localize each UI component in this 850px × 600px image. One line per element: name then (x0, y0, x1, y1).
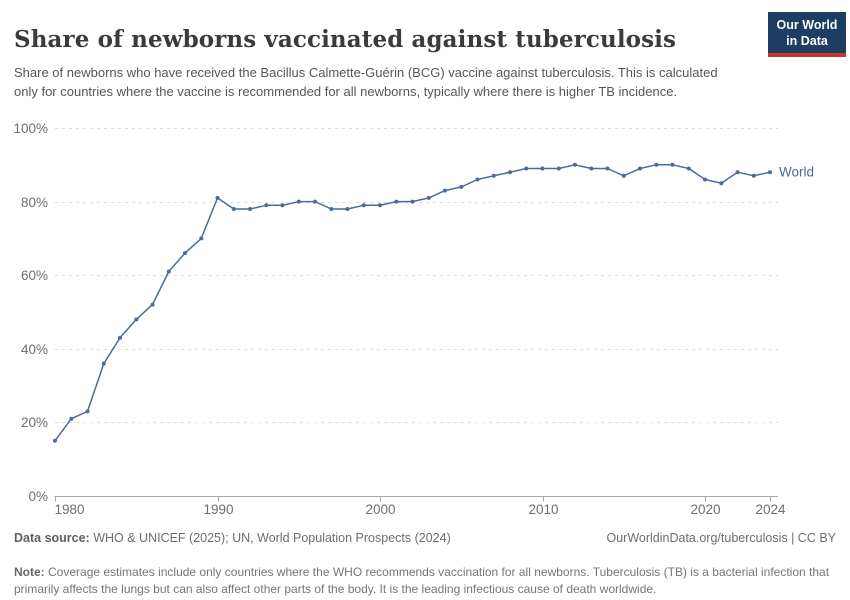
footer-source-row: Data source: WHO & UNICEF (2025); UN, Wo… (14, 531, 836, 545)
data-point-1997[interactable] (329, 207, 334, 211)
data-point-2015[interactable] (621, 173, 626, 178)
data-point-1994[interactable] (280, 203, 285, 208)
data-point-1983[interactable] (101, 361, 106, 366)
y-tick-label-0: 0% (28, 489, 48, 504)
note-label: Note: (14, 565, 45, 579)
data-point-2007[interactable] (491, 173, 496, 178)
data-point-2010[interactable] (540, 166, 545, 171)
page-title: Share of newborns vaccinated against tub… (14, 26, 677, 54)
data-point-2018[interactable] (670, 162, 675, 167)
data-point-2012[interactable] (573, 162, 577, 167)
data-point-2005[interactable] (459, 184, 464, 189)
data-point-1992[interactable] (248, 207, 252, 211)
footer-link[interactable]: OurWorldinData.org/tuberculosis | CC BY (606, 531, 837, 545)
footer-note: Note: Coverage estimates include only co… (14, 564, 838, 598)
data-point-1996[interactable] (313, 199, 317, 204)
data-point-2011[interactable] (556, 166, 561, 171)
data-point-2013[interactable] (589, 166, 594, 171)
data-point-2003[interactable] (426, 195, 431, 200)
x-tick-label-2020: 2020 (690, 502, 720, 517)
y-tick-label-60: 60% (21, 268, 48, 283)
data-point-2009[interactable] (524, 166, 529, 171)
x-tick-label-1980: 1980 (55, 502, 85, 517)
data-point-1982[interactable] (85, 409, 90, 414)
x-tick-label-1990: 1990 (203, 502, 233, 517)
data-point-2006[interactable] (475, 177, 480, 182)
owid-logo[interactable]: Our World in Data (768, 12, 846, 57)
data-point-1989[interactable] (199, 236, 204, 241)
data-point-1984[interactable] (118, 335, 122, 340)
series-line-world[interactable] (54, 164, 771, 442)
x-tick-label-2010: 2010 (528, 502, 558, 517)
data-point-2017[interactable] (654, 162, 659, 167)
data-point-1988[interactable] (183, 251, 187, 256)
data-point-1986[interactable] (150, 302, 155, 307)
data-point-2021[interactable] (719, 181, 724, 186)
series-end-label-world[interactable]: World (779, 165, 814, 180)
y-tick-label-20: 20% (21, 415, 48, 430)
x-tick-label-2024: 2024 (755, 502, 786, 517)
data-point-2024[interactable] (768, 170, 772, 175)
data-source-text: WHO & UNICEF (2025); UN, World Populatio… (89, 531, 451, 545)
data-point-1998[interactable] (345, 207, 350, 211)
data-point-2022[interactable] (735, 170, 740, 175)
note-text: Coverage estimates include only countrie… (14, 565, 830, 596)
data-point-2020[interactable] (703, 177, 707, 182)
data-point-1999[interactable] (361, 203, 366, 208)
data-point-2001[interactable] (394, 199, 399, 204)
owid-logo-line2: in Data (786, 33, 828, 48)
data-point-1993[interactable] (264, 203, 269, 208)
data-point-2000[interactable] (378, 203, 382, 208)
owid-logo-line1: Our World (776, 17, 838, 32)
data-point-2014[interactable] (605, 166, 610, 171)
data-point-2002[interactable] (410, 199, 415, 204)
data-point-1995[interactable] (296, 199, 301, 204)
data-point-2023[interactable] (751, 173, 756, 178)
data-point-1990[interactable] (215, 195, 220, 200)
data-point-2008[interactable] (508, 170, 512, 175)
y-tick-label-80: 80% (21, 195, 48, 210)
data-point-2019[interactable] (686, 166, 691, 171)
y-tick-label-40: 40% (21, 342, 48, 357)
data-point-1987[interactable] (166, 269, 171, 274)
data-source-label: Data source: (14, 531, 90, 545)
y-tick-label-100: 100% (13, 121, 48, 136)
data-point-1981[interactable] (69, 416, 74, 421)
x-tick-label-2000: 2000 (365, 502, 395, 517)
data-point-2016[interactable] (638, 166, 642, 171)
chart-subtitle: Share of newborns who have received the … (14, 65, 718, 99)
data-point-2004[interactable] (443, 188, 447, 193)
data-point-1985[interactable] (134, 317, 139, 322)
data-point-1991[interactable] (231, 207, 236, 211)
data-point-1980[interactable] (53, 438, 57, 443)
